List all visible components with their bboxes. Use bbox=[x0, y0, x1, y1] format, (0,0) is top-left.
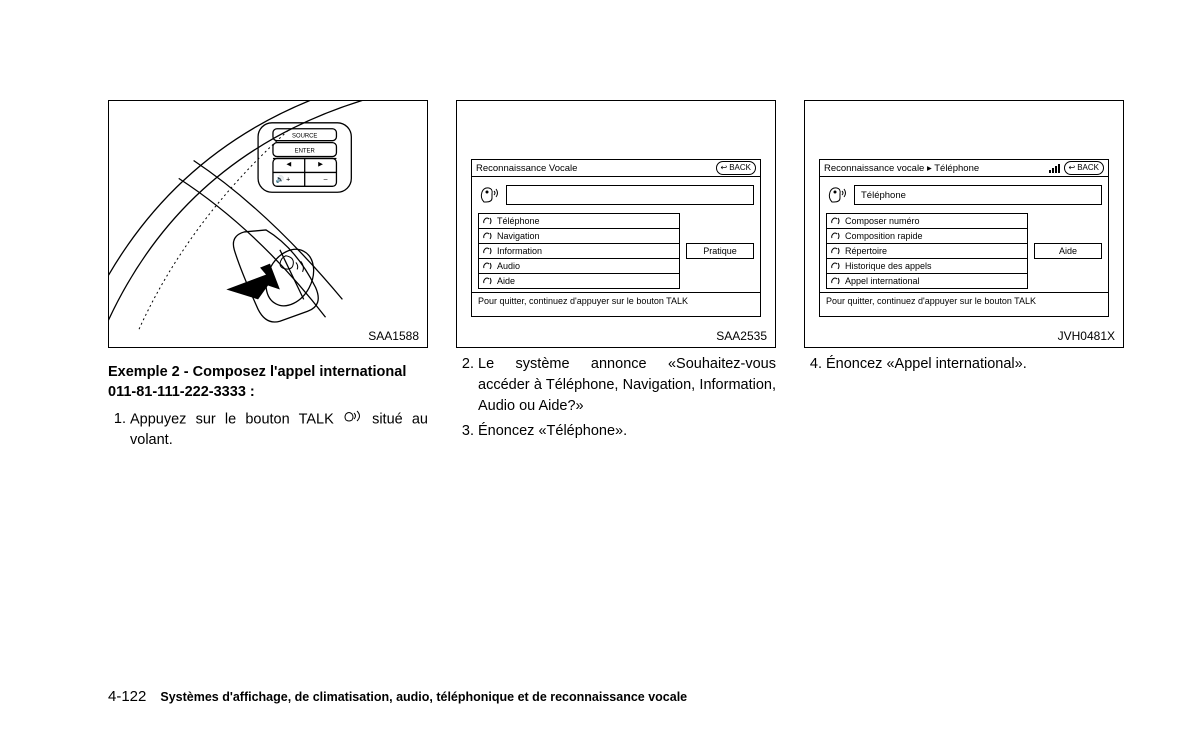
voice-icon bbox=[483, 217, 493, 225]
voice-icon bbox=[831, 232, 841, 240]
signal-icon bbox=[1049, 163, 1060, 173]
column-1: SOURCE ENTER ◄ ► 🔊 + – SAA1588 bbox=[108, 100, 428, 455]
figure-screen-phone: Reconnaissance vocale ▸ Téléphone ↩ BACK bbox=[804, 100, 1124, 348]
side-column: Pratique bbox=[686, 213, 754, 288]
voice-icon bbox=[483, 277, 493, 285]
section-title: Systèmes d'affichage, de climatisation, … bbox=[160, 690, 687, 704]
side-column: Aide bbox=[1034, 213, 1102, 288]
voice-icon bbox=[483, 247, 493, 255]
svg-text:🔊 +: 🔊 + bbox=[276, 174, 291, 183]
menu-list: Téléphone Navigation Information Audio A… bbox=[478, 213, 680, 288]
back-button[interactable]: ↩ BACK bbox=[716, 161, 757, 175]
voice-screen-main: Reconnaissance Vocale ↩ BACK bbox=[471, 159, 761, 317]
menu-item-audio[interactable]: Audio bbox=[478, 258, 680, 274]
voice-icon bbox=[831, 262, 841, 270]
screen-title: Reconnaissance Vocale bbox=[476, 163, 577, 174]
source-label: SOURCE bbox=[292, 134, 317, 140]
breadcrumb: Reconnaissance vocale ▸ Téléphone bbox=[824, 163, 979, 174]
step-3: Énoncez «Téléphone». bbox=[478, 421, 776, 442]
menu-item-telephone[interactable]: Téléphone bbox=[478, 213, 680, 229]
menu-area: Téléphone Navigation Information Audio A… bbox=[472, 213, 760, 292]
screen-footer: Pour quitter, continuez d'appuyer sur le… bbox=[472, 292, 760, 309]
menu-item-speed-dial[interactable]: Composition rapide bbox=[826, 228, 1028, 244]
svg-text:–: – bbox=[324, 176, 328, 183]
column-2: Reconnaissance Vocale ↩ BACK bbox=[456, 100, 776, 455]
pratique-button[interactable]: Pratique bbox=[686, 243, 754, 259]
voice-icon bbox=[483, 262, 493, 270]
menu-area: Composer numéro Composition rapide Réper… bbox=[820, 213, 1108, 292]
steps-col1: Appuyez sur le bouton TALK situé au vola… bbox=[108, 409, 428, 455]
figure-id-1: SAA1588 bbox=[368, 329, 419, 343]
titlebar: Reconnaissance vocale ▸ Téléphone ↩ BACK bbox=[820, 160, 1108, 177]
voice-screen-phone: Reconnaissance vocale ▸ Téléphone ↩ BACK bbox=[819, 159, 1109, 317]
talk-icon bbox=[343, 409, 363, 430]
voice-icon bbox=[831, 247, 841, 255]
manual-page: SOURCE ENTER ◄ ► 🔊 + – SAA1588 bbox=[0, 0, 1200, 455]
column-3: Reconnaissance vocale ▸ Téléphone ↩ BACK bbox=[804, 100, 1124, 455]
titlebar: Reconnaissance Vocale ↩ BACK bbox=[472, 160, 760, 177]
figure-steering-wheel: SOURCE ENTER ◄ ► 🔊 + – SAA1588 bbox=[108, 100, 428, 348]
back-arrow-icon: ↩ bbox=[721, 163, 728, 173]
menu-item-aide[interactable]: Aide bbox=[478, 273, 680, 289]
voice-icon bbox=[831, 217, 841, 225]
voice-input-box[interactable] bbox=[506, 185, 754, 205]
example-heading: Exemple 2 - Composez l'appel internation… bbox=[108, 362, 428, 403]
voice-icon bbox=[831, 277, 841, 285]
step-2: Le système annonce «Souhaitez-vous accéd… bbox=[478, 354, 776, 417]
voice-prompt-row bbox=[472, 177, 760, 213]
figure-id-3: JVH0481X bbox=[1058, 329, 1115, 343]
menu-list: Composer numéro Composition rapide Réper… bbox=[826, 213, 1028, 288]
menu-item-information[interactable]: Information bbox=[478, 243, 680, 259]
back-button[interactable]: ↩ BACK bbox=[1064, 161, 1105, 175]
menu-item-intl-call[interactable]: Appel international bbox=[826, 273, 1028, 289]
steering-wheel-illustration: SOURCE ENTER ◄ ► 🔊 + – bbox=[109, 101, 427, 347]
back-arrow-icon: ↩ bbox=[1069, 163, 1076, 173]
menu-item-directory[interactable]: Répertoire bbox=[826, 243, 1028, 259]
steps-col2: Le système annonce «Souhaitez-vous accéd… bbox=[456, 354, 776, 446]
enter-label: ENTER bbox=[295, 149, 316, 155]
speaking-head-icon bbox=[478, 184, 500, 206]
svg-text:◄: ◄ bbox=[285, 159, 293, 168]
menu-item-call-history[interactable]: Historique des appels bbox=[826, 258, 1028, 274]
figure-id-2: SAA2535 bbox=[716, 329, 767, 343]
svg-text:►: ► bbox=[317, 159, 325, 168]
menu-item-compose-number[interactable]: Composer numéro bbox=[826, 213, 1028, 229]
menu-item-navigation[interactable]: Navigation bbox=[478, 228, 680, 244]
page-footer: 4-122 Systèmes d'affichage, de climatisa… bbox=[108, 688, 687, 705]
screen-footer: Pour quitter, continuez d'appuyer sur le… bbox=[820, 292, 1108, 309]
voice-prompt-row: Téléphone bbox=[820, 177, 1108, 213]
step-1: Appuyez sur le bouton TALK situé au vola… bbox=[130, 409, 428, 451]
steps-col3: Énoncez «Appel international». bbox=[804, 354, 1124, 379]
aide-button[interactable]: Aide bbox=[1034, 243, 1102, 259]
voice-input-box[interactable]: Téléphone bbox=[854, 185, 1102, 205]
voice-icon bbox=[483, 232, 493, 240]
page-number: 4-122 bbox=[108, 688, 146, 705]
step-4: Énoncez «Appel international». bbox=[826, 354, 1124, 375]
speaking-head-icon bbox=[826, 184, 848, 206]
figure-screen-main: Reconnaissance Vocale ↩ BACK bbox=[456, 100, 776, 348]
